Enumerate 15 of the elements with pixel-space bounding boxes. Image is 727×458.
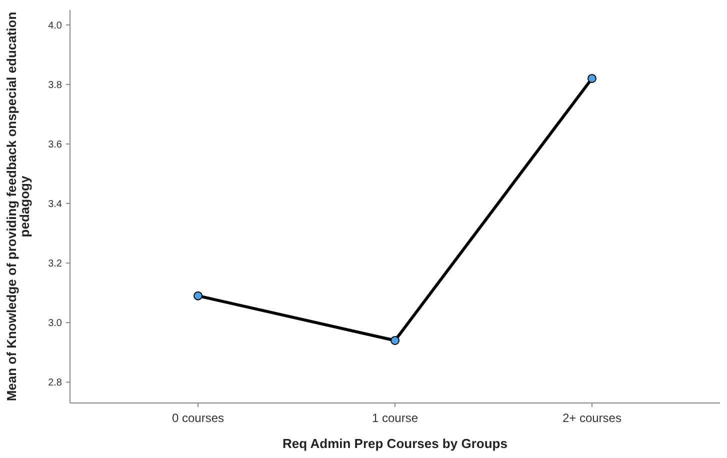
x-tick-label: 1 course: [372, 411, 418, 425]
y-tick-label: 3.4: [48, 199, 62, 210]
point: [390, 336, 400, 345]
point: [587, 74, 596, 83]
y-tick-label: 3.2: [48, 258, 62, 270]
point: [194, 291, 203, 300]
y-tick-label: 3.6: [48, 139, 62, 150]
y-axis-title: Mean of Knowledge of providing feedback onspecial education pedagogy: [4, 12, 32, 402]
y-tick-label: 3.8: [48, 80, 62, 91]
x-tick-label: 2+ courses: [562, 411, 622, 425]
x-tick-label: 0 courses: [172, 411, 224, 425]
y-tick-label: 3.0: [48, 318, 62, 330]
y-tick-label: 4.0: [48, 20, 62, 32]
x-axis-title: Req Admin Prep Courses by Groups: [282, 436, 508, 451]
y-tick-label: 2.8: [48, 378, 62, 389]
